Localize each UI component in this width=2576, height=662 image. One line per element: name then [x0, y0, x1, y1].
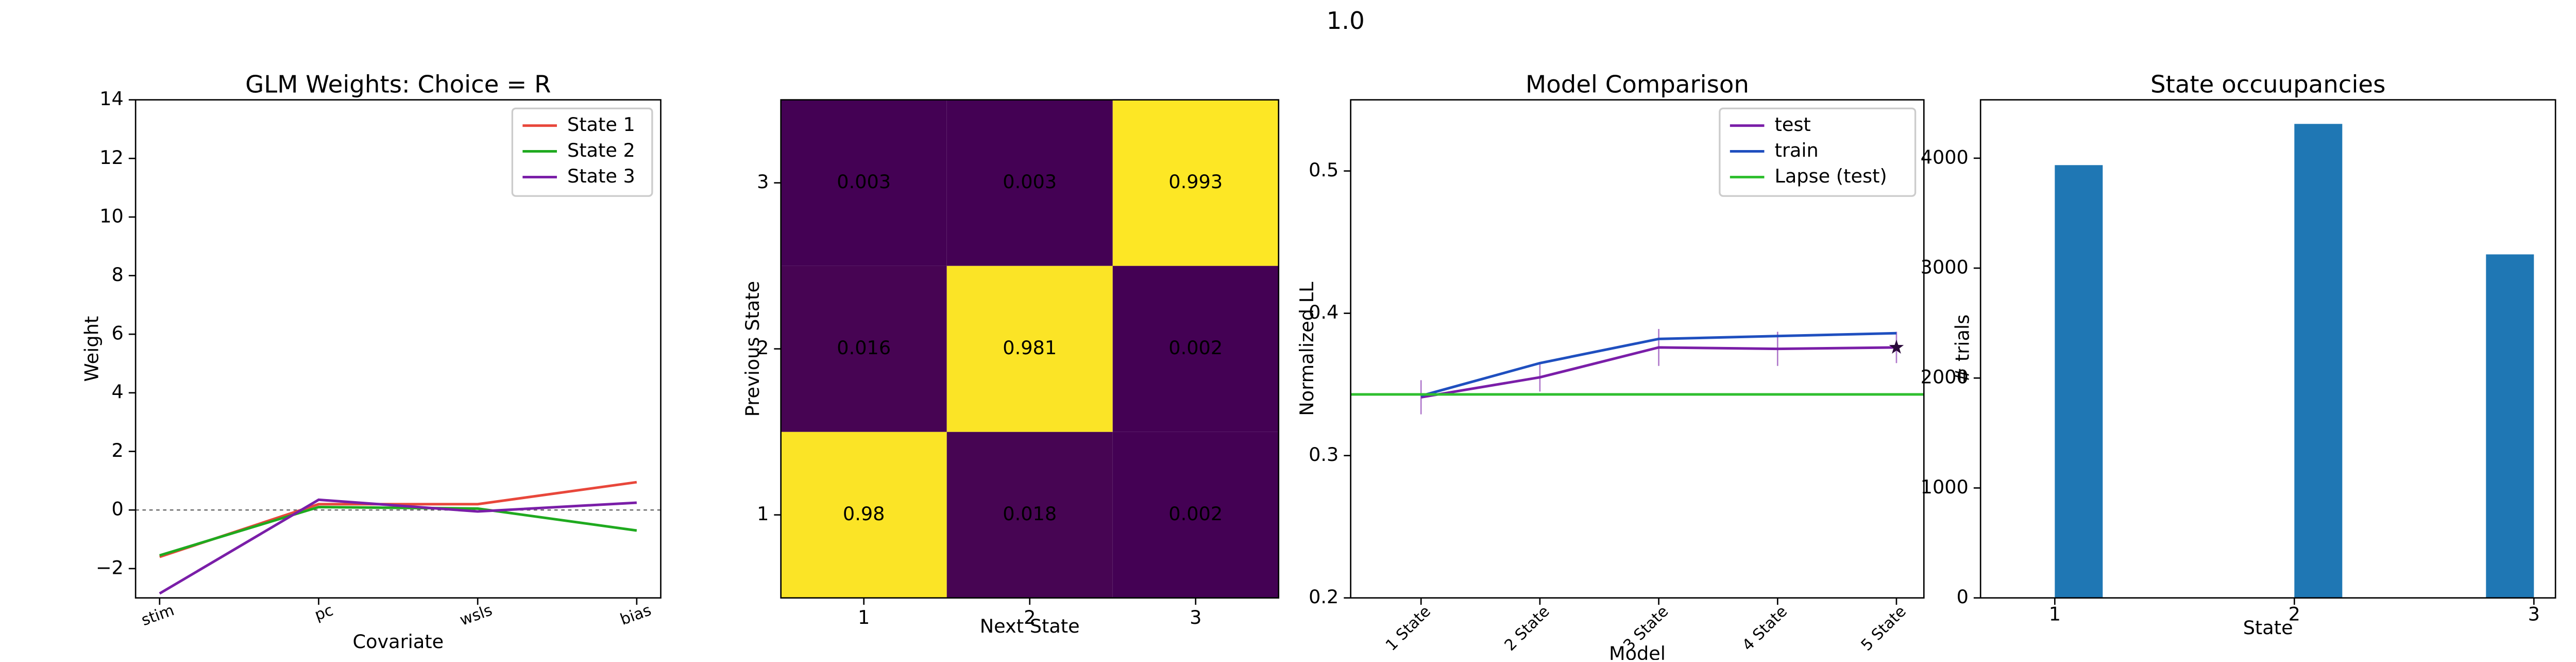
y-tick-label: 8 — [112, 263, 124, 286]
y-tick-label: 2 — [112, 439, 124, 461]
y-tick-label: 0 — [1957, 586, 1969, 608]
heatmap-cell — [1112, 266, 1279, 432]
y-tick-label: 3000 — [1921, 256, 1969, 278]
axes-frame — [1979, 99, 2556, 599]
y-tick-label: 6 — [112, 322, 124, 344]
x-tick-label: 1 — [858, 606, 870, 628]
x-tick-label: 3 — [1190, 606, 1201, 628]
x-axis-label: State — [2243, 617, 2293, 639]
y-tick-label: 2 — [757, 337, 769, 359]
y-tick-label: 2000 — [1921, 366, 1969, 388]
y-tick-label: 4 — [112, 380, 124, 403]
bar — [2486, 254, 2534, 598]
x-axis-label: Covariate — [353, 631, 444, 653]
y-tick-label: 0.2 — [1309, 586, 1338, 608]
x-axis-label: Next State — [980, 615, 1080, 637]
y-tick-label: −2 — [96, 556, 124, 578]
heatmap-cell — [946, 266, 1113, 432]
figure-title: 1.0 — [1327, 7, 1365, 35]
legend-label: State 2 — [567, 139, 635, 161]
cell-label: 0.018 — [1003, 503, 1057, 525]
heatmap-cell — [946, 432, 1113, 598]
cell-label: 0.981 — [1003, 337, 1057, 359]
y-tick-label: 4000 — [1921, 146, 1969, 168]
axes-frame — [780, 99, 1280, 599]
chart-title: State occuupancies — [2150, 70, 2385, 98]
y-tick-label: 0.3 — [1309, 443, 1338, 466]
heatmap-cell — [946, 100, 1113, 266]
legend-label: Lapse (test) — [1774, 165, 1887, 187]
y-tick-label: 10 — [99, 205, 124, 227]
x-tick-label: 1 — [2049, 603, 2061, 625]
bar — [2294, 124, 2343, 598]
y-tick-label: 14 — [99, 88, 124, 110]
x-axis-label: Model — [1609, 642, 1666, 660]
cell-label: 0.016 — [837, 337, 891, 359]
legend-box — [1719, 107, 1917, 197]
chart-title: Model Comparison — [1526, 70, 1749, 98]
chart-title: GLM Weights: Choice = R — [245, 70, 551, 98]
heatmap-cell — [1112, 432, 1279, 598]
cell-label: 0.003 — [1003, 171, 1057, 193]
y-tick-label: 12 — [99, 146, 124, 169]
x-tick-label: 2 — [2289, 603, 2300, 625]
y-axis-label: Weight — [80, 316, 103, 382]
y-tick-label: 0.4 — [1309, 301, 1338, 323]
y-axis-label: Previous State — [741, 281, 764, 417]
cell-label: 0.003 — [837, 171, 891, 193]
legend-label: State 1 — [567, 113, 635, 136]
y-axis-label: Normalized LL — [1296, 282, 1318, 416]
heatmap-cell — [781, 432, 947, 598]
heatmap-cell — [1112, 100, 1279, 266]
y-tick-label: 1 — [757, 503, 769, 525]
cell-label: 0.002 — [1168, 337, 1223, 359]
cell-label: 0.002 — [1168, 503, 1223, 525]
y-tick-label: 0.5 — [1309, 159, 1338, 181]
legend-box — [511, 107, 653, 197]
heatmap-cell — [781, 266, 947, 432]
bar — [2055, 165, 2103, 598]
x-tick-label: 3 — [2528, 603, 2540, 625]
y-tick-label: 1000 — [1921, 476, 1969, 498]
legend-label: train — [1774, 139, 1818, 161]
series-line — [159, 506, 637, 557]
legend-label: test — [1774, 113, 1810, 136]
legend-label: State 3 — [567, 165, 635, 187]
cell-label: 0.993 — [1168, 171, 1223, 193]
axes-frame — [1350, 99, 1925, 599]
series-line — [159, 498, 637, 595]
y-axis-label: # trials — [1951, 315, 1973, 384]
x-tick-label: 2 — [1024, 606, 1036, 628]
y-tick-label: 0 — [112, 498, 124, 520]
y-tick-label: 3 — [757, 171, 769, 193]
cell-label: 0.98 — [843, 503, 885, 525]
heatmap-cell — [781, 100, 947, 266]
star-marker — [1889, 339, 1904, 354]
series-line — [1420, 332, 1897, 398]
axes-frame — [134, 99, 662, 599]
